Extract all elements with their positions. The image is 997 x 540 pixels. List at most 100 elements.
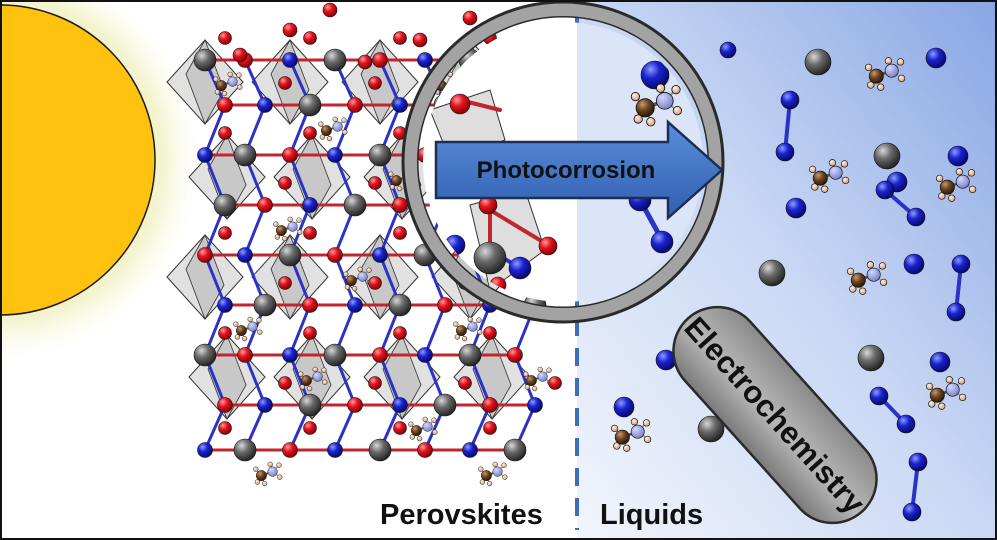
hydrogen-atom — [479, 479, 486, 485]
hydrogen-atom — [296, 217, 302, 223]
hydrogen-atom — [461, 335, 468, 342]
nitrogen-atom — [655, 91, 674, 110]
nitrogen-atom — [650, 230, 674, 254]
oxygen-atom — [437, 297, 453, 313]
bond — [333, 253, 357, 307]
oxygen-atom — [322, 2, 338, 18]
methylammonium-molecule — [273, 216, 303, 242]
nitrogen-atom — [417, 347, 433, 363]
hydrogen-atom — [321, 367, 327, 373]
nitrogen-atom — [217, 297, 233, 313]
nitrogen-atom — [951, 254, 971, 274]
hydrogen-atom — [955, 168, 964, 176]
hydrogen-atom — [298, 371, 304, 377]
oxygen-atom — [197, 247, 213, 263]
metal-atom — [857, 344, 885, 372]
hydrogen-atom — [247, 316, 253, 323]
oxygen-atom — [218, 226, 232, 240]
hydrogen-atom — [897, 74, 906, 83]
nitrogen-atom — [267, 466, 278, 477]
hydrogen-atom — [234, 334, 241, 340]
nitrogen-atom — [197, 147, 213, 163]
hydrogen-atom — [297, 229, 303, 235]
hydrogen-atom — [322, 379, 328, 385]
hydrogen-atom — [958, 393, 967, 402]
hydrogen-atom — [396, 185, 403, 192]
hydrogen-atom — [261, 480, 268, 487]
hydrogen-atom — [486, 480, 493, 487]
hydrogen-atom — [840, 160, 849, 168]
hydrogen-atom — [646, 117, 656, 127]
nitrogen-atom — [462, 442, 478, 458]
hydrogen-atom — [537, 366, 543, 373]
oxygen-atom — [417, 442, 433, 458]
hydrogen-atom — [326, 135, 333, 142]
hydrogen-atom — [254, 479, 261, 485]
metal-atom — [388, 293, 412, 317]
carbon-atom — [635, 98, 655, 118]
hydrogen-atom — [821, 185, 829, 193]
metal-atom — [233, 438, 257, 462]
hydrogen-atom — [502, 474, 508, 480]
hydrogen-atom — [477, 329, 483, 335]
methylammonium-molecule — [233, 316, 263, 342]
nitrogen-atom — [884, 63, 899, 78]
hydrogen-atom — [879, 278, 888, 287]
hydrogen-atom — [642, 419, 651, 427]
hydrogen-atom — [846, 267, 855, 276]
oxygen-atom — [347, 97, 363, 113]
methylammonium-molecule — [408, 416, 438, 442]
hydrogen-atom — [422, 416, 428, 423]
metal-atom — [278, 243, 302, 267]
hydrogen-atom — [945, 376, 954, 384]
hydrogen-atom — [257, 329, 263, 335]
hydrogen-atom — [938, 402, 946, 410]
nitrogen-atom — [197, 442, 213, 458]
hydrogen-atom — [319, 134, 326, 140]
bond — [468, 403, 492, 452]
hydrogen-atom — [811, 183, 819, 191]
hydrogen-atom — [342, 129, 348, 135]
hydrogen-atom — [633, 114, 643, 124]
carbon-atom — [410, 425, 422, 437]
nitrogen-atom — [247, 321, 258, 332]
bond — [378, 353, 402, 407]
metal-atom — [253, 293, 277, 317]
oxygen-atom — [393, 421, 407, 435]
nitrogen-atom — [372, 247, 388, 263]
hydrogen-atom — [277, 474, 283, 480]
hydrogen-atom — [672, 105, 683, 116]
hydrogen-atom — [332, 116, 338, 123]
carbon-atom — [235, 325, 247, 337]
hydrogen-atom — [968, 185, 977, 194]
oxygen-atom — [368, 276, 382, 290]
nitrogen-atom — [357, 271, 368, 282]
methylammonium-molecule — [318, 116, 348, 142]
metal-atom — [343, 193, 367, 217]
bond — [243, 203, 267, 257]
methylammonium-molecule — [864, 57, 906, 91]
bond — [243, 353, 267, 407]
hydrogen-atom — [948, 194, 956, 202]
hydrogen-atom — [478, 466, 484, 472]
bond — [513, 353, 537, 407]
oxygen-atom — [357, 54, 373, 70]
methylammonium-molecule — [925, 376, 967, 410]
oxygen-atom — [303, 326, 317, 340]
oxygen-atom — [483, 421, 497, 435]
oxygen-atom — [303, 226, 317, 240]
perovskites-label: Perovskites — [380, 499, 543, 531]
octahedron-face — [185, 234, 225, 320]
oxygen-atom — [482, 397, 498, 413]
hydrogen-atom — [273, 221, 279, 227]
bond — [203, 103, 227, 157]
metal-atom — [213, 193, 237, 217]
oxygen-atom — [282, 442, 298, 458]
oxygen-atom — [278, 76, 292, 90]
nitrogen-atom — [613, 396, 635, 418]
hydrogen-atom — [501, 462, 507, 468]
methylammonium-molecule — [523, 366, 553, 392]
nitrogen-atom — [467, 321, 478, 332]
nitrogen-atom — [945, 382, 960, 397]
